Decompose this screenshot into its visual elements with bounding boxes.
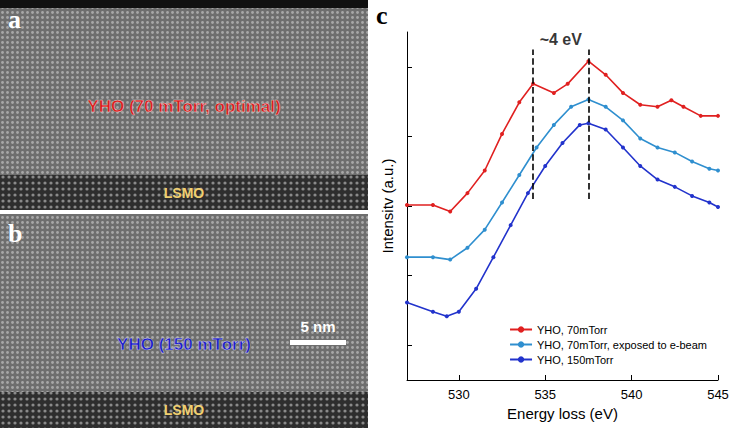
- svg-text:YHO, 70mTorr: YHO, 70mTorr: [537, 324, 608, 336]
- svg-text:c: c: [376, 1, 388, 30]
- svg-text:YHO, 70mTorr, exposed to e-bea: YHO, 70mTorr, exposed to e-beam: [537, 339, 707, 351]
- svg-text:5 nm: 5 nm: [300, 318, 335, 335]
- svg-text:YHO (150 mTorr): YHO (150 mTorr): [117, 335, 251, 354]
- svg-text:Intensitv (a.u.): Intensitv (a.u.): [379, 158, 396, 253]
- svg-text:YHO, 150mTorr: YHO, 150mTorr: [537, 354, 614, 366]
- svg-text:b: b: [8, 219, 22, 248]
- svg-text:545: 545: [707, 387, 729, 402]
- svg-text:530: 530: [448, 387, 470, 402]
- svg-text:~4 eV: ~4 eV: [540, 31, 583, 48]
- svg-text:535: 535: [534, 387, 556, 402]
- svg-text:540: 540: [621, 387, 643, 402]
- svg-text:a: a: [8, 5, 21, 34]
- svg-text:LSMO: LSMO: [164, 185, 205, 201]
- svg-text:Energy loss (eV): Energy loss (eV): [507, 405, 618, 422]
- svg-text:YHO (70 mTorr, optimal): YHO (70 mTorr, optimal): [87, 97, 280, 116]
- svg-text:LSMO: LSMO: [164, 402, 205, 418]
